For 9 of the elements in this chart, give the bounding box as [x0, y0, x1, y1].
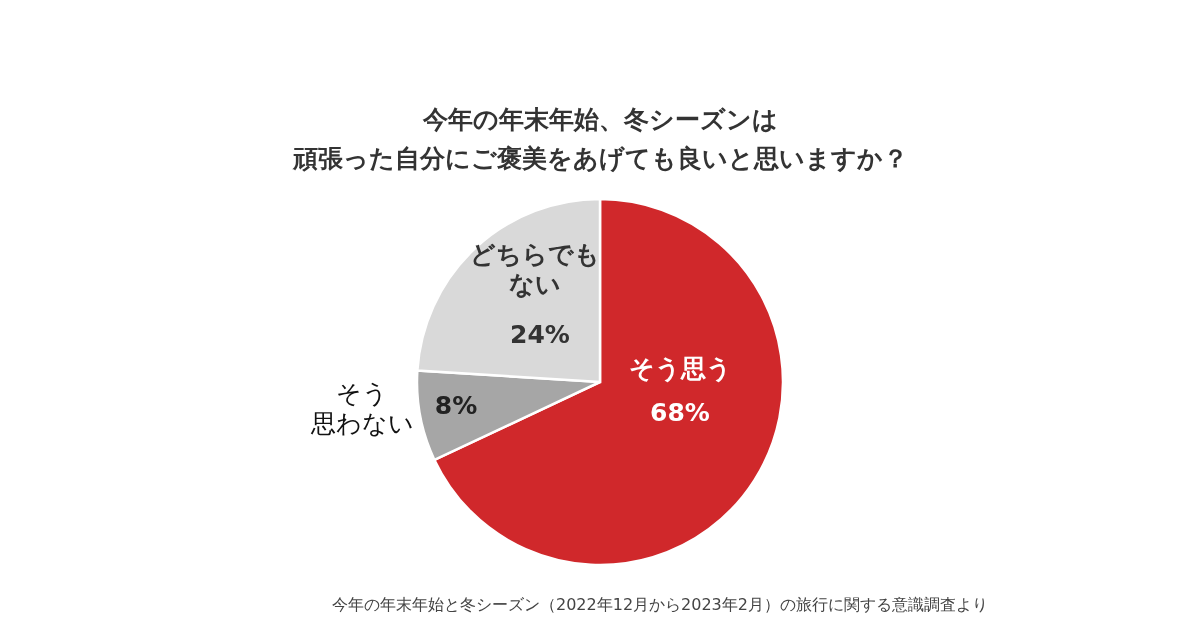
text: 今年の年末年始と冬シーズン（2022年12月から2023年2月）の旅行に関する意識調査より [332, 595, 988, 614]
data-label: 8% [434, 391, 478, 420]
data-label: 68% [650, 398, 710, 427]
slice-label: そう思う [628, 354, 732, 383]
slice-label: そう思わない [309, 379, 414, 438]
slice-label: どちらでもない [470, 240, 600, 299]
data-label: 24% [510, 320, 570, 349]
chart-subtitle: 頑張った自分にご褒美をあげても良いと思いますか？ [291, 144, 908, 173]
chart-title: 今年の年末年始、冬シーズンは [421, 105, 778, 134]
